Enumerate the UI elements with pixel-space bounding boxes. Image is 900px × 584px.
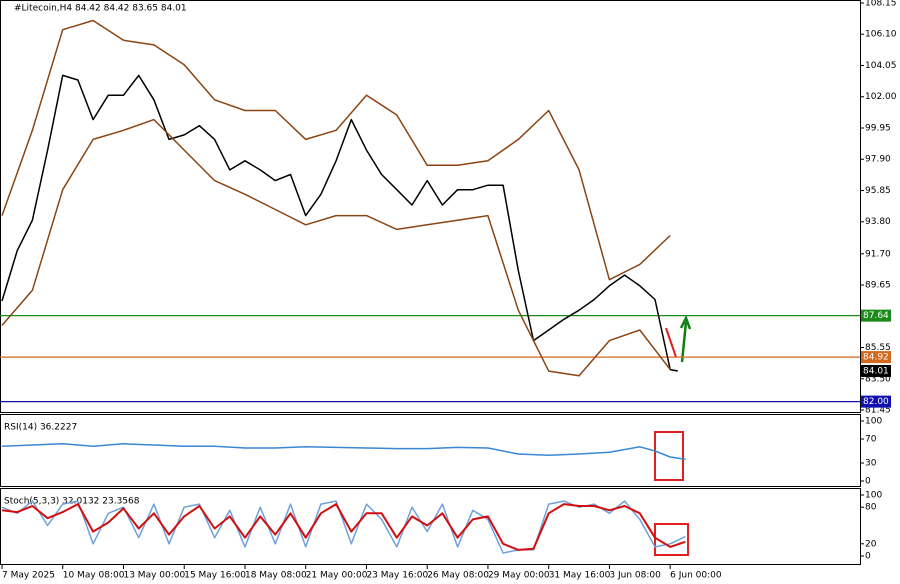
down-arrow: [665, 327, 677, 358]
x-tick-label: 3 Jun 08:00: [609, 571, 661, 581]
y-tick-label: 99.95: [865, 123, 891, 133]
y-tick-label: 100: [865, 491, 882, 501]
x-tick-label: 10 May 08:00: [63, 571, 125, 581]
y-tick-label: 97.90: [865, 155, 891, 165]
panel-title: #Litecoin,H4 84.42 84.42 83.65 84.01: [14, 4, 187, 14]
y-tick-label: 70: [865, 435, 877, 445]
x-tick-label: 15 May 16:00: [184, 571, 246, 581]
x-tick-label: 26 May 08:00: [427, 571, 489, 581]
x-tick-label: 13 May 00:00: [123, 571, 185, 581]
x-tick-label: 18 May 08:00: [245, 571, 307, 581]
y-tick-label: 85.55: [865, 343, 891, 353]
level-label-bg: [861, 395, 891, 408]
y-tick-label: 0: [865, 552, 871, 562]
y-tick-label: 30: [865, 459, 877, 469]
level-label: 87.64: [863, 311, 889, 321]
level-label: 84.92: [863, 353, 889, 363]
stoch-frame: [0, 488, 861, 565]
highlight-box: [654, 523, 689, 556]
y-tick-label: 81.45: [865, 406, 891, 416]
panel-title: Stoch(5,3,3) 32.0132 23.3568: [4, 497, 140, 507]
x-tick-label: 21 May 00:00: [306, 571, 368, 581]
series-line: [1, 503, 686, 551]
level-label-bg: [861, 351, 891, 364]
y-tick-label: 0: [865, 477, 871, 487]
x-tick-label: 23 May 16:00: [366, 571, 428, 581]
panel-title: RSI(14) 36.2227: [4, 423, 77, 433]
y-tick-label: 89.65: [865, 281, 891, 291]
price-frame: [0, 0, 861, 413]
series-line: [1, 74, 678, 372]
y-tick-label: 83.50: [865, 374, 891, 384]
series-line: [1, 118, 671, 377]
x-tick-label: 31 May 16:00: [549, 571, 611, 581]
x-tick-label: 7 May 2025: [2, 571, 55, 581]
level-label-bg: [861, 364, 891, 377]
x-tick-label: 6 Jun 00:00: [670, 571, 722, 581]
y-tick-label: 102.00: [865, 92, 897, 102]
y-tick-label: 108.15: [865, 0, 897, 9]
highlight-box: [654, 431, 684, 481]
level-label-bg: [861, 309, 891, 322]
level-label: 82.00: [863, 397, 889, 407]
y-tick-label: 104.05: [865, 61, 897, 71]
y-tick-label: 93.80: [865, 217, 891, 227]
y-tick-label: 95.85: [865, 186, 891, 196]
y-tick-label: 80: [865, 503, 877, 513]
series-line: [1, 19, 671, 281]
y-tick-label: 20: [865, 539, 877, 549]
up-arrow: [679, 314, 692, 363]
y-tick-label: 100: [865, 417, 882, 427]
y-tick-label: 91.70: [865, 249, 891, 259]
y-tick-label: 106.10: [865, 30, 897, 40]
level-label: 84.01: [863, 366, 889, 376]
series-line: [1, 443, 686, 461]
x-tick-label: 29 May 00:00: [488, 571, 550, 581]
rsi-frame: [0, 414, 861, 487]
